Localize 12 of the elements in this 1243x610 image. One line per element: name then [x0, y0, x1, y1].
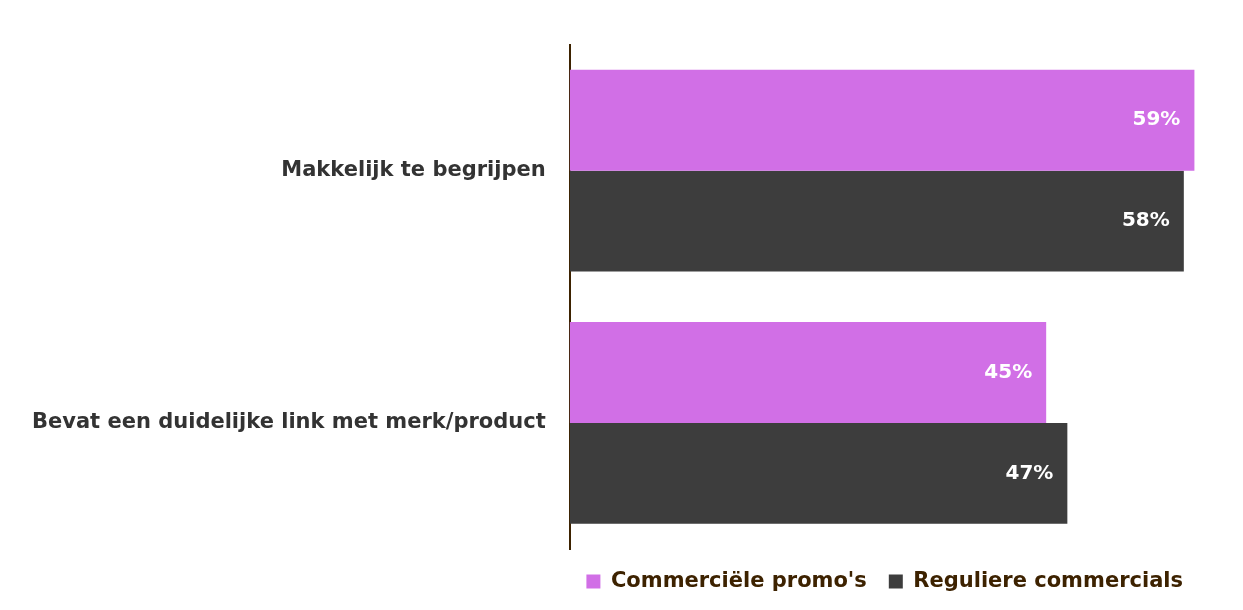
- data-label: 59%: [1132, 106, 1181, 131]
- y-tick-label: Makkelijk te begrijpen: [281, 157, 546, 182]
- bar: [569, 322, 1047, 423]
- legend-label: Commerciële promo's: [610, 567, 867, 592]
- y-tick-label: Bevat een duidelijke link met merk/product: [31, 409, 546, 434]
- data-label: 47%: [1005, 459, 1054, 484]
- data-label: 58%: [1121, 207, 1170, 232]
- bar: [569, 170, 1184, 272]
- bar: [569, 422, 1068, 524]
- legend-label: Reguliere commercials: [913, 567, 1183, 592]
- data-label: 45%: [984, 358, 1033, 383]
- bar: [569, 69, 1195, 171]
